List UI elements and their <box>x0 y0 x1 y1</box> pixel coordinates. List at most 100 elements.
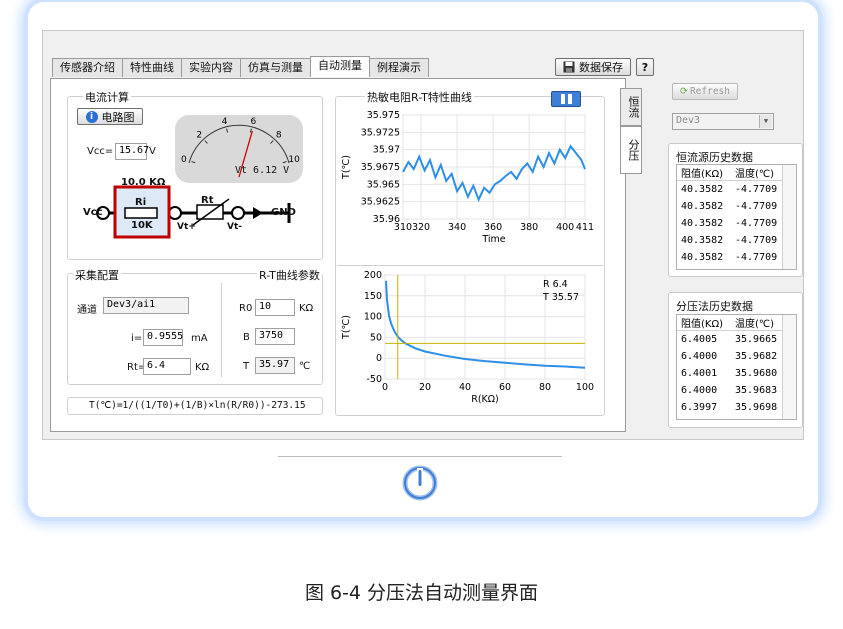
y-axis-label: T(℃) <box>341 155 352 180</box>
chevron-down-icon: ▼ <box>759 115 772 128</box>
tab-characteristic-curve[interactable]: 特性曲线 <box>122 58 182 77</box>
tab-sensor-intro[interactable]: 传感器介绍 <box>52 58 123 77</box>
x-tick-label: 320 <box>412 222 430 233</box>
x-tick-label: 20 <box>419 382 431 393</box>
current-i-unit: mA <box>191 333 208 344</box>
tab-auto-measure[interactable]: 自动测量 <box>310 56 370 77</box>
temperature-cell: -4.7709 <box>735 184 778 195</box>
power-icon[interactable] <box>401 464 439 502</box>
x-tick-label: 380 <box>520 222 538 233</box>
cursor-t-readout: T 35.57 <box>542 292 579 303</box>
y-tick-label: 50 <box>370 332 382 343</box>
channel-field[interactable]: Dev3/ai1 <box>103 297 189 314</box>
const-current-history-table[interactable]: 阻值(KΩ) 温度(℃) 40.3582 -4.7709 40.3582 -4.770… <box>676 164 797 270</box>
formula-text: T(℃)=1/((1/T0)+(1/B)×ln(R/R0))-273.15 <box>89 400 306 411</box>
pause-button[interactable] <box>551 91 581 107</box>
y-axis-label: T(℃) <box>341 315 352 340</box>
meter-tick-label: 8 <box>276 131 282 141</box>
y-tick-label: 35.9675 <box>361 162 400 173</box>
resistor-top-label: 10.0 KΩ <box>121 177 166 188</box>
resistance-cell: 6.4001 <box>681 368 718 379</box>
scrollbar[interactable] <box>782 165 796 269</box>
temperature-cell: 35.9680 <box>735 368 778 379</box>
t-unit: ℃ <box>299 361 311 372</box>
series-line <box>385 280 586 369</box>
b-field[interactable]: 3750 <box>255 328 295 345</box>
y-tick-label: 35.96 <box>373 214 400 225</box>
table-row[interactable]: 6.4001 35.9680 <box>677 365 796 382</box>
table-row[interactable]: 40.3582 -4.7709 <box>677 232 796 249</box>
x-tick-label: 411 <box>576 222 594 233</box>
circuit-diagram-label: 电路图 <box>101 110 135 124</box>
x-tick-label: 100 <box>576 382 594 393</box>
tab-constant-current[interactable]: 恒流 <box>620 88 642 126</box>
table-row[interactable]: 6.3997 35.9698 <box>677 399 796 416</box>
table-row[interactable]: 40.3582 -4.7709 <box>677 198 796 215</box>
plot-area <box>384 274 586 380</box>
scrollbar[interactable] <box>782 315 796 419</box>
refresh-button[interactable]: ⟳ Refresh <box>672 83 738 100</box>
main-tabs: 传感器介绍 特性曲线 实验内容 仿真与测量 自动测量 例程演示 <box>52 56 429 78</box>
floppy-icon <box>563 61 575 73</box>
formula-box <box>67 397 323 415</box>
meter-needle <box>238 130 253 178</box>
current-calc-title: 电流计算 <box>83 89 131 105</box>
meter-tick <box>270 140 274 144</box>
table-row[interactable]: 40.3582 -4.7709 <box>677 181 796 198</box>
meter-tick-label: 2 <box>196 131 202 141</box>
y-tick-label: 200 <box>364 270 382 281</box>
tab-experiment[interactable]: 实验内容 <box>181 58 241 77</box>
resistance-cell: 40.3582 <box>681 235 724 246</box>
save-button[interactable]: 数据保存 <box>555 58 631 76</box>
ri-value: 10K <box>131 220 153 231</box>
refresh-label: Refresh <box>689 86 730 97</box>
table-row[interactable]: 6.4000 35.9682 <box>677 348 796 365</box>
meter-tick-label: 10 <box>288 155 300 165</box>
meter-tick-label: 6 <box>251 117 257 127</box>
temperature-cell: 35.9698 <box>735 402 778 413</box>
voltmeter-dial: 0 2 4 6 8 10 <box>181 117 300 178</box>
x-axis-label: R(KΩ) <box>471 394 499 405</box>
y-tick-label: 35.975 <box>367 110 400 121</box>
r0-unit: KΩ <box>299 303 314 314</box>
tab-demo[interactable]: 例程演示 <box>369 58 429 77</box>
t-field[interactable]: 35.97 <box>255 357 295 374</box>
x-tick-label: 0 <box>382 382 388 393</box>
y-tick-label: 35.9625 <box>361 197 400 208</box>
info-icon: i <box>85 110 98 123</box>
resistance-cell: 6.3997 <box>681 402 718 413</box>
divider-history-table[interactable]: 阻值(KΩ) 温度(℃) 6.4005 35.9665 6.4000 35.9682 6… <box>676 314 797 420</box>
save-button-label: 数据保存 <box>579 61 623 74</box>
resistance-cell: 40.3582 <box>681 184 724 195</box>
resistance-cell: 6.4005 <box>681 334 718 345</box>
device-select[interactable]: Dev3 ▼ <box>672 113 774 130</box>
table-row[interactable]: 40.3582 -4.7709 <box>677 249 796 266</box>
pause-icon-bar <box>567 94 572 104</box>
circuit-diagram-button[interactable]: i 电路图 <box>77 108 143 125</box>
rt-calc-field[interactable]: 6.4 <box>143 358 191 375</box>
tab-simulation[interactable]: 仿真与测量 <box>240 58 311 77</box>
temperature-cell: 35.9682 <box>735 351 778 362</box>
circuit-diagram <box>96 185 291 239</box>
rt-calc-unit: KΩ <box>195 362 210 373</box>
meter-tick <box>191 161 196 164</box>
t-label: T <box>243 361 250 372</box>
rt-calc-label: Rt= <box>127 362 147 373</box>
table-row[interactable]: 6.4005 35.9665 <box>677 331 796 348</box>
current-i-field[interactable]: 0.9555 <box>143 329 183 346</box>
time-temperature-chart: 310 320 340 360 380 400 411 35.975 35.9725 35.97 3… <box>341 110 594 245</box>
meter-tick <box>249 128 252 133</box>
vcc-field[interactable]: 15.67 <box>115 143 149 160</box>
vt-minus-label: Vt- <box>227 222 243 232</box>
device-select-value: Dev3 <box>676 115 701 126</box>
tab-voltage-divider[interactable]: 分压 <box>620 126 642 174</box>
table-row[interactable]: 40.3582 -4.7709 <box>677 215 796 232</box>
help-button[interactable]: ? <box>636 58 654 76</box>
rt-label: Rt <box>201 195 214 206</box>
temperature-cell: -4.7709 <box>735 218 778 229</box>
table-row[interactable]: 6.4000 35.9683 <box>677 382 796 399</box>
divider-history-title: 分压法历史数据 <box>676 300 753 313</box>
meter-tick <box>226 128 229 133</box>
r0-field[interactable]: 10 <box>255 299 295 316</box>
pause-icon <box>560 94 565 104</box>
